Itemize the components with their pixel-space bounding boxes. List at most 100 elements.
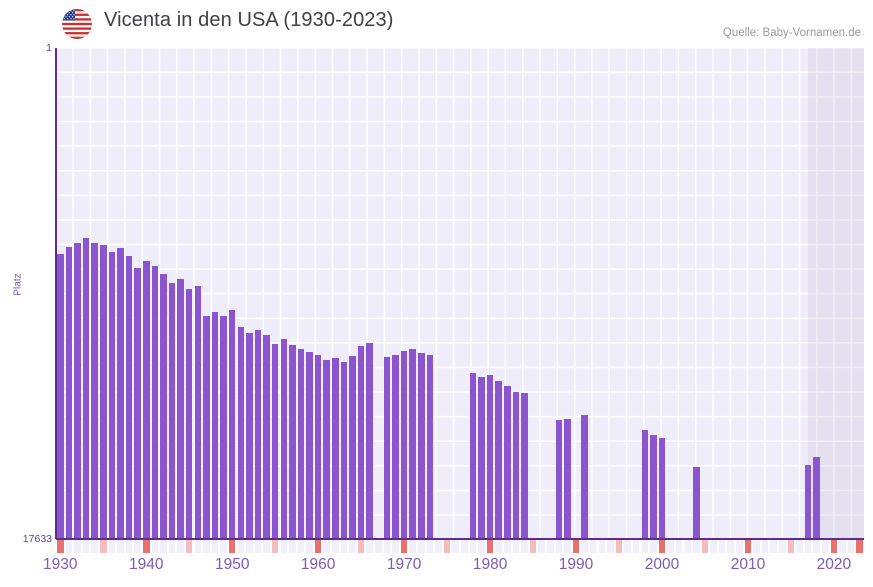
bar[interactable] <box>314 354 322 539</box>
bar[interactable] <box>100 244 107 539</box>
x-axis-line <box>56 538 864 540</box>
bar[interactable] <box>357 346 365 539</box>
x-tick-cell <box>822 540 829 553</box>
x-tick-marker <box>357 540 365 553</box>
bar[interactable] <box>555 420 563 539</box>
x-tick-cell <box>839 540 846 553</box>
bar[interactable] <box>160 274 167 539</box>
bar[interactable] <box>246 333 253 539</box>
x-tick-marker <box>830 540 838 553</box>
x-tick-cell <box>624 540 631 553</box>
chart-title: Vicenta in den USA (1930-2023) <box>104 9 394 31</box>
x-tick-cell <box>151 540 159 553</box>
x-tick-cell <box>581 540 588 553</box>
x-tick-cell <box>297 540 305 553</box>
x-tick-cell <box>770 540 777 553</box>
bar[interactable] <box>108 252 116 539</box>
bar[interactable] <box>254 329 262 539</box>
bar[interactable] <box>400 350 408 539</box>
x-tick-cell <box>306 540 313 553</box>
bar[interactable] <box>177 279 184 539</box>
bar[interactable] <box>323 359 331 539</box>
bar[interactable] <box>366 342 373 539</box>
bar[interactable] <box>228 310 236 539</box>
us-flag-icon <box>62 9 92 39</box>
chart-plot-area <box>56 48 864 539</box>
bar[interactable] <box>237 327 245 539</box>
bar[interactable] <box>581 414 588 539</box>
bar[interactable] <box>478 377 485 539</box>
bar[interactable] <box>211 312 219 539</box>
bar[interactable] <box>194 285 202 539</box>
x-tick-marker <box>658 540 666 553</box>
bar[interactable] <box>650 434 657 539</box>
bar[interactable] <box>564 418 571 539</box>
bar[interactable] <box>263 334 270 539</box>
bar[interactable] <box>134 267 141 539</box>
x-tick-cell <box>753 540 760 553</box>
x-tick-cell <box>254 540 262 553</box>
bar[interactable] <box>693 466 700 539</box>
x-tick-cell <box>718 540 726 553</box>
x-tick-marker <box>744 540 752 553</box>
bar[interactable] <box>340 362 348 539</box>
bar[interactable] <box>74 243 81 539</box>
x-tick-cell <box>589 540 597 553</box>
bar[interactable] <box>65 247 73 539</box>
bar[interactable] <box>220 316 227 539</box>
x-tick-cell <box>237 540 245 553</box>
bar[interactable] <box>185 289 193 539</box>
bar[interactable] <box>813 457 820 539</box>
bar[interactable] <box>289 345 296 539</box>
x-tick-marker <box>185 540 193 553</box>
bar[interactable] <box>125 256 133 539</box>
bar[interactable] <box>641 430 649 539</box>
bar[interactable] <box>658 437 666 539</box>
x-tick-cell <box>289 540 296 553</box>
x-tick-cell <box>435 540 442 553</box>
bar[interactable] <box>271 344 279 539</box>
bar[interactable] <box>297 349 305 539</box>
bar[interactable] <box>392 354 399 539</box>
y-axis-tick-top: 1 <box>46 42 52 54</box>
x-tick-marker <box>856 540 863 553</box>
bar[interactable] <box>82 238 90 539</box>
bar[interactable] <box>512 391 520 539</box>
bar[interactable] <box>349 355 356 539</box>
bar[interactable] <box>409 348 416 539</box>
x-tick-cell <box>461 540 468 553</box>
bar[interactable] <box>280 339 288 539</box>
x-axis-label-1960: 1960 <box>300 556 336 573</box>
x-tick-marker <box>228 540 236 553</box>
bar[interactable] <box>426 355 434 539</box>
bar[interactable] <box>418 352 425 539</box>
bar[interactable] <box>804 464 812 539</box>
bar[interactable] <box>495 381 502 539</box>
x-tick-cell <box>469 540 477 553</box>
bar[interactable] <box>521 393 528 539</box>
bar[interactable] <box>151 266 159 539</box>
bar[interactable] <box>91 242 98 539</box>
y-axis-line <box>55 48 57 539</box>
bar[interactable] <box>504 385 511 539</box>
x-tick-cell <box>667 540 674 553</box>
bar[interactable] <box>117 248 124 539</box>
x-tick-cell <box>538 540 545 553</box>
x-tick-cell <box>160 540 167 553</box>
bar[interactable] <box>57 254 64 539</box>
bar[interactable] <box>306 352 313 539</box>
x-axis-tick-labels: 1930 1940 1950 1960 1970 1980 1990 2000 2010 2020 <box>43 556 864 580</box>
x-tick-cell <box>323 540 331 553</box>
x-axis-label-1990: 1990 <box>558 556 594 573</box>
x-axis-label-2010: 2010 <box>730 556 766 573</box>
x-tick-cell <box>675 540 683 553</box>
bar[interactable] <box>469 373 477 539</box>
bar[interactable] <box>486 375 494 539</box>
bar[interactable] <box>142 261 150 539</box>
bar[interactable] <box>332 358 339 539</box>
bar[interactable] <box>168 283 176 539</box>
bar[interactable] <box>203 315 210 539</box>
bar[interactable] <box>383 357 391 539</box>
x-tick-cell <box>194 540 202 553</box>
x-tick-cell <box>375 540 382 553</box>
